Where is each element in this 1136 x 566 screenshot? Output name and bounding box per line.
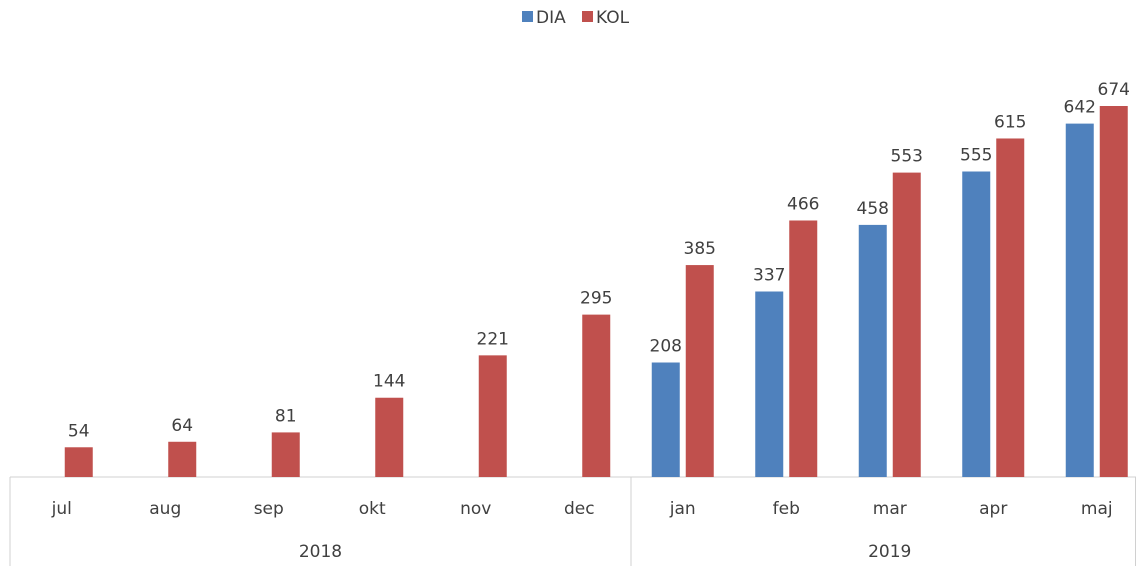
bar bbox=[375, 397, 404, 477]
x-tick-label: mar bbox=[873, 499, 907, 519]
group-label: 2019 bbox=[868, 542, 911, 562]
data-label: 615 bbox=[994, 112, 1026, 132]
legend-swatch bbox=[522, 11, 533, 22]
bar bbox=[996, 138, 1025, 477]
data-label: 81 bbox=[275, 406, 297, 426]
x-tick-label: apr bbox=[979, 499, 1007, 519]
x-tick-label: feb bbox=[773, 499, 800, 519]
data-label: 144 bbox=[373, 372, 405, 392]
bar bbox=[478, 355, 507, 477]
x-tick-label: aug bbox=[149, 499, 181, 519]
data-label: 221 bbox=[477, 329, 509, 349]
bar bbox=[1099, 106, 1128, 477]
bar bbox=[789, 220, 818, 477]
bar bbox=[685, 265, 714, 477]
data-label: 208 bbox=[650, 337, 682, 357]
bar bbox=[858, 224, 887, 477]
bar bbox=[892, 172, 921, 477]
x-tick-label: sep bbox=[254, 499, 284, 519]
bar bbox=[1065, 123, 1094, 477]
bar bbox=[582, 314, 611, 477]
data-label: 553 bbox=[891, 147, 923, 167]
group-label: 2018 bbox=[299, 542, 342, 562]
bar bbox=[64, 447, 93, 477]
x-tick-label: dec bbox=[564, 499, 595, 519]
x-tick-label: jul bbox=[51, 499, 72, 519]
data-label: 64 bbox=[171, 416, 193, 436]
x-tick-label: maj bbox=[1081, 499, 1113, 519]
x-tick-label: jan bbox=[669, 499, 696, 519]
data-label: 54 bbox=[68, 421, 90, 441]
data-label: 385 bbox=[684, 239, 716, 259]
x-tick-label: okt bbox=[359, 499, 386, 519]
data-label: 466 bbox=[787, 194, 819, 214]
bar bbox=[651, 362, 680, 477]
data-label: 674 bbox=[1098, 80, 1130, 100]
legend-label: KOL bbox=[596, 8, 630, 28]
bar bbox=[962, 171, 991, 477]
bar bbox=[168, 441, 197, 477]
bar bbox=[271, 432, 300, 477]
x-tick-label: nov bbox=[460, 499, 491, 519]
legend-label: DIA bbox=[536, 8, 566, 28]
bar bbox=[755, 291, 784, 477]
data-label: 295 bbox=[580, 289, 612, 309]
data-label: 555 bbox=[960, 146, 992, 166]
data-label: 642 bbox=[1064, 98, 1096, 118]
data-label: 458 bbox=[857, 199, 889, 219]
legend-swatch bbox=[582, 11, 593, 22]
data-label: 337 bbox=[753, 266, 785, 286]
